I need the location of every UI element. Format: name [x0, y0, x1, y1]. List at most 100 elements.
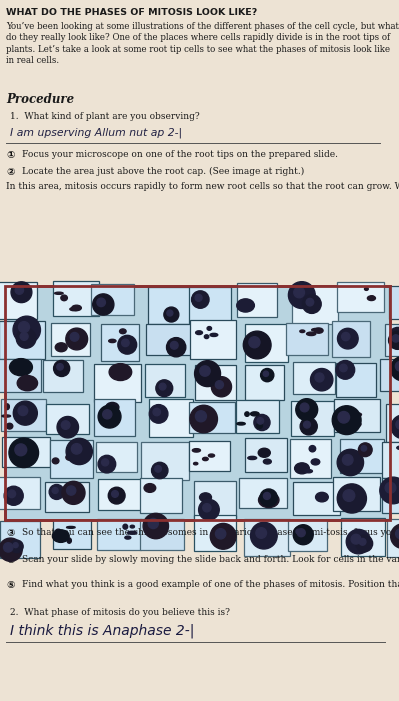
Circle shape — [385, 482, 396, 493]
Ellipse shape — [237, 299, 255, 312]
Ellipse shape — [52, 458, 59, 464]
Bar — [45, 404, 89, 434]
Circle shape — [391, 357, 399, 381]
Circle shape — [149, 404, 168, 423]
Bar — [293, 362, 335, 395]
Ellipse shape — [207, 327, 211, 330]
Bar — [382, 442, 399, 478]
Circle shape — [148, 519, 158, 529]
Text: 1.  What kind of plant are you observing?: 1. What kind of plant are you observing? — [10, 112, 199, 121]
Circle shape — [67, 486, 76, 495]
Ellipse shape — [10, 359, 32, 376]
Circle shape — [4, 543, 13, 552]
Ellipse shape — [2, 415, 10, 417]
Circle shape — [243, 331, 271, 359]
Bar — [43, 360, 83, 392]
Bar — [382, 478, 399, 512]
Circle shape — [395, 529, 399, 538]
Circle shape — [338, 328, 358, 349]
Text: You’ve been looking at some illustrations of the different phases of the cell cy: You’ve been looking at some illustration… — [6, 22, 399, 65]
Bar — [195, 365, 236, 400]
Ellipse shape — [203, 457, 208, 461]
Circle shape — [397, 481, 399, 495]
Circle shape — [356, 535, 373, 552]
Circle shape — [11, 540, 23, 552]
Ellipse shape — [204, 335, 209, 339]
Circle shape — [199, 499, 219, 520]
Circle shape — [263, 493, 271, 499]
Ellipse shape — [314, 328, 323, 333]
Circle shape — [251, 522, 277, 549]
Circle shape — [304, 421, 310, 428]
Bar — [91, 284, 134, 315]
Bar — [140, 478, 182, 513]
Circle shape — [203, 503, 211, 512]
Circle shape — [155, 465, 161, 472]
Circle shape — [159, 383, 166, 390]
Circle shape — [395, 362, 399, 371]
Circle shape — [15, 444, 27, 456]
Ellipse shape — [52, 530, 69, 543]
Bar — [194, 481, 236, 518]
Bar — [144, 364, 185, 397]
Circle shape — [336, 360, 355, 379]
Ellipse shape — [208, 454, 215, 457]
Circle shape — [13, 401, 38, 426]
Circle shape — [195, 294, 202, 301]
Bar — [0, 521, 40, 558]
Bar — [244, 519, 290, 556]
Ellipse shape — [106, 402, 119, 412]
Circle shape — [153, 408, 160, 416]
Bar — [290, 439, 331, 477]
Ellipse shape — [120, 329, 126, 334]
Circle shape — [210, 524, 236, 549]
Ellipse shape — [257, 423, 263, 428]
Ellipse shape — [5, 404, 9, 409]
Circle shape — [18, 406, 28, 416]
Ellipse shape — [354, 422, 361, 427]
Bar — [290, 401, 334, 436]
Bar — [385, 325, 399, 356]
Circle shape — [351, 534, 361, 544]
Bar — [245, 324, 288, 362]
Circle shape — [70, 332, 79, 341]
Circle shape — [164, 307, 179, 322]
Circle shape — [57, 364, 63, 370]
Ellipse shape — [365, 287, 368, 290]
Bar — [190, 320, 236, 359]
Circle shape — [195, 360, 221, 386]
Text: Locate the area just above the root cap. (See image at right.): Locate the area just above the root cap.… — [22, 167, 304, 176]
Ellipse shape — [370, 296, 374, 299]
Bar — [340, 440, 385, 472]
Circle shape — [294, 287, 304, 298]
Circle shape — [293, 525, 313, 545]
Ellipse shape — [17, 376, 38, 390]
Circle shape — [112, 491, 119, 497]
Bar — [293, 482, 340, 515]
Circle shape — [300, 418, 317, 435]
Circle shape — [9, 438, 39, 468]
Ellipse shape — [130, 525, 134, 528]
Circle shape — [13, 316, 40, 343]
Circle shape — [261, 369, 274, 382]
Ellipse shape — [353, 413, 361, 416]
Circle shape — [93, 294, 114, 315]
Circle shape — [167, 310, 173, 316]
Ellipse shape — [245, 412, 249, 416]
Circle shape — [103, 410, 112, 419]
Circle shape — [338, 411, 350, 423]
Text: WHAT DO THE PHASES OF MITOSIS LOOK LIKE?: WHAT DO THE PHASES OF MITOSIS LOOK LIKE? — [6, 8, 257, 17]
Bar — [386, 404, 399, 442]
Circle shape — [143, 513, 168, 539]
Circle shape — [215, 529, 226, 539]
Circle shape — [254, 414, 270, 430]
Circle shape — [190, 405, 217, 433]
Bar — [94, 364, 142, 402]
Bar — [140, 519, 184, 550]
Bar — [0, 321, 45, 359]
Circle shape — [102, 459, 109, 466]
Circle shape — [98, 456, 116, 473]
Bar — [5, 286, 390, 520]
Ellipse shape — [119, 343, 123, 346]
Bar — [245, 438, 287, 472]
